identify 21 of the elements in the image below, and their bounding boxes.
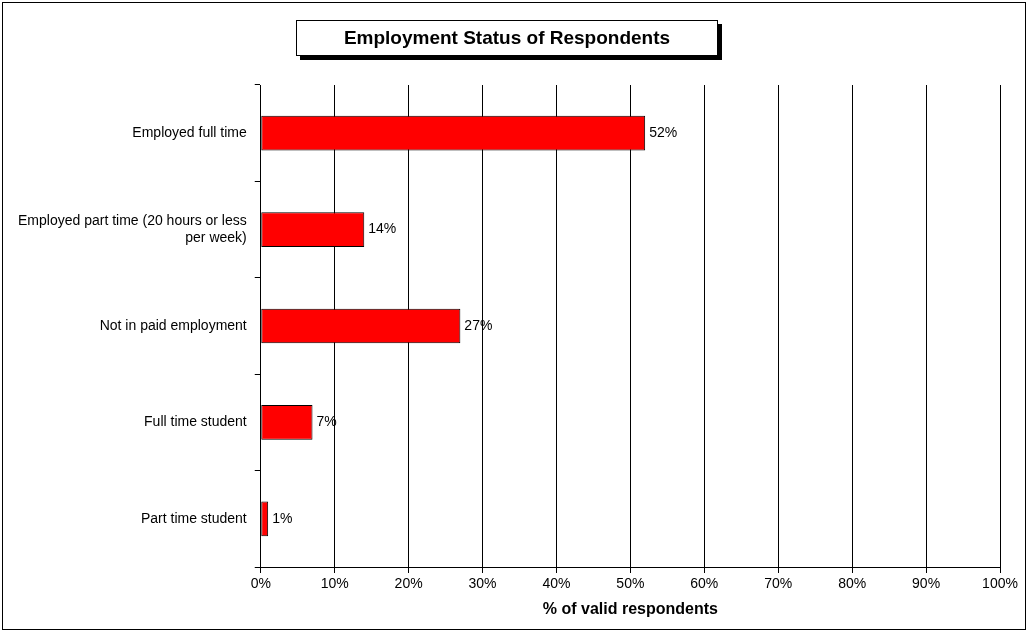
y-tick-label: Not in paid employment xyxy=(99,316,247,333)
y-tick-label: Full time student xyxy=(144,413,247,430)
x-tick-label: 0% xyxy=(250,575,271,592)
x-tick-label: 50% xyxy=(616,575,645,592)
x-tick-label: 80% xyxy=(838,575,867,592)
y-tick-label: Employed full time xyxy=(132,124,247,141)
x-axis-title: % of valid respondents xyxy=(542,599,719,617)
chart-title: Employment Status of Respondents xyxy=(296,20,718,56)
x-tick-label: 20% xyxy=(394,575,423,592)
x-tick-label: 70% xyxy=(764,575,793,592)
y-tick-label: Part time student xyxy=(140,509,247,526)
x-tick-label: 30% xyxy=(468,575,497,592)
data-label: 1% xyxy=(272,509,293,526)
x-tick-label: 100% xyxy=(982,575,1018,592)
y-tick-label: Employed part time (20 hours or less per week) xyxy=(18,212,247,245)
x-tick-label: 60% xyxy=(690,575,719,592)
x-tick-label: 40% xyxy=(542,575,571,592)
data-label: 14% xyxy=(368,220,397,237)
x-tick-label: 90% xyxy=(912,575,941,592)
x-tick-label: 10% xyxy=(320,575,349,592)
data-label: 52% xyxy=(649,124,678,141)
